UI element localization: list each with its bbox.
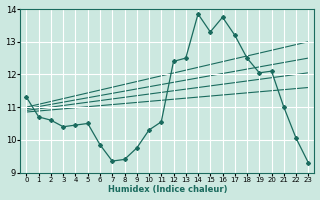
X-axis label: Humidex (Indice chaleur): Humidex (Indice chaleur) <box>108 185 227 194</box>
